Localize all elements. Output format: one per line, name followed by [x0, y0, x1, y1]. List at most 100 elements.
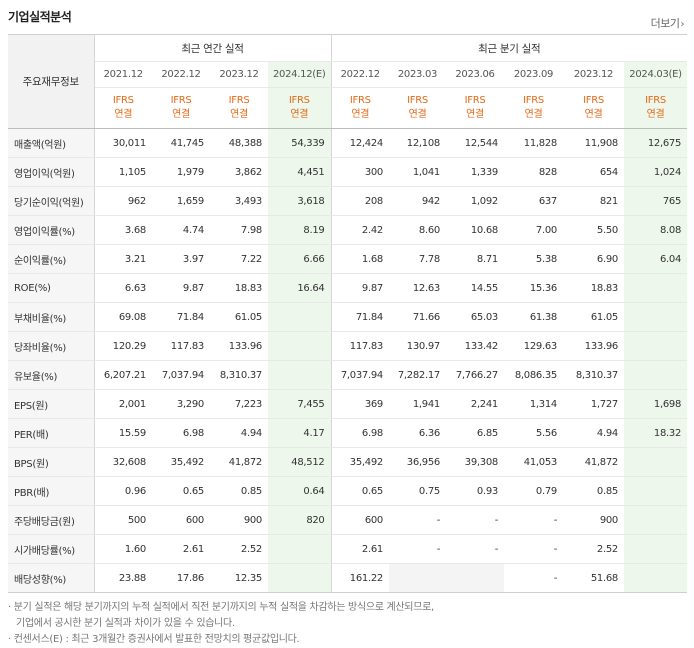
value-cell: 6.66: [268, 244, 332, 274]
value-cell: 0.85: [563, 476, 624, 506]
consolidated-label: 연결: [172, 109, 190, 120]
consolidated-label: 연결: [290, 109, 309, 120]
ifrs-label: IFRS: [349, 95, 371, 106]
more-label: 더보기: [650, 17, 680, 30]
value-cell: 1,698: [624, 389, 688, 419]
value-cell: 7,455: [268, 389, 332, 419]
accounting-standard-header: IFRS 연결: [563, 87, 624, 129]
value-cell: 36,956: [389, 447, 446, 477]
quarter-group-header: 최근 분기 실적: [331, 34, 688, 62]
table-row: 유보율(%) 6,207.21 7,037.94 8,310.37 7,037.94 7,…: [8, 360, 688, 390]
ifrs-label: IFRS: [583, 95, 604, 106]
value-cell: [389, 563, 446, 593]
value-cell: [446, 563, 504, 593]
value-cell: -: [504, 563, 563, 593]
period-header: 2023.12: [210, 61, 268, 88]
consolidated-label: 연결: [584, 109, 603, 120]
ifrs-label: IFRS: [288, 95, 310, 106]
row-label: 주당배당금(원): [8, 505, 95, 535]
table-row: 영업이익률(%) 3.68 4.74 7.98 8.19 2.42 8.60 10.68 7.0…: [8, 215, 688, 245]
value-cell: 208: [331, 186, 389, 216]
value-cell: [624, 360, 688, 390]
table-row: 부채비율(%) 69.08 71.84 61.05 71.84 71.66 65.03 61.…: [8, 302, 688, 332]
value-cell: 1,727: [563, 389, 624, 419]
period-header: 2023.09: [504, 61, 563, 88]
consolidated-label: 연결: [524, 109, 543, 120]
value-cell: 4.94: [210, 418, 268, 448]
value-cell: 0.79: [504, 476, 563, 506]
value-cell: -: [504, 534, 563, 564]
value-cell: 765: [624, 186, 688, 216]
accounting-standard-header: IFRS 연결: [268, 87, 332, 129]
period-header: 2023.06: [446, 61, 504, 88]
value-cell: 30,011: [94, 128, 152, 158]
value-cell: 11,828: [504, 128, 563, 158]
table-row: 매출액(억원) 30,011 41,745 48,388 54,339 12,424 12,…: [8, 128, 688, 158]
value-cell: 133.42: [446, 331, 504, 361]
value-cell: 15.36: [504, 273, 563, 303]
accounting-standard-header: IFRS 연결: [94, 87, 152, 129]
footnote-2: · 컨센서스(E) : 최근 3개월간 증권사에서 발표한 전망치의 평균값입니…: [8, 634, 300, 645]
ifrs-label: IFRS: [228, 95, 250, 106]
more-link[interactable]: 더보기›: [650, 15, 685, 31]
chevron-right-icon: ›: [680, 19, 685, 30]
table-row: 당좌비율(%) 120.29 117.83 133.96 117.83 130.97 133…: [8, 331, 688, 361]
accounting-standard-header: IFRS 연결: [504, 87, 563, 129]
accounting-standard-header: IFRS 연결: [331, 87, 389, 129]
value-cell: [624, 331, 688, 361]
table-row: 시가배당률(%) 1.60 2.61 2.52 2.61- - -2.52: [8, 534, 688, 564]
value-cell: 69.08: [94, 302, 152, 332]
value-cell: 7.98: [210, 215, 268, 245]
value-cell: 7.22: [210, 244, 268, 274]
value-cell: 35,492: [331, 447, 389, 477]
table-row: 순이익률(%) 3.21 3.97 7.22 6.66 1.68 7.78 8.71 5.38 6…: [8, 244, 688, 274]
value-cell: 1,041: [389, 157, 446, 187]
period-header: 2022.12: [331, 61, 389, 88]
value-cell: -: [446, 505, 504, 535]
value-cell: 8.60: [389, 215, 446, 245]
row-label: 배당성향(%): [8, 563, 95, 593]
value-cell: 130.97: [389, 331, 446, 361]
value-cell: [268, 534, 332, 564]
row-label: 순이익률(%): [8, 244, 95, 274]
ifrs-label: IFRS: [645, 95, 666, 106]
value-cell: 600: [331, 505, 389, 535]
row-label: 영업이익(억원): [8, 157, 95, 187]
value-cell: [624, 447, 688, 477]
ifrs-label: IFRS: [464, 95, 486, 106]
financial-summary-table: 주요재무정보 최근 연간 실적 최근 분기 실적 2021.12 2022.12 2…: [8, 34, 688, 593]
value-cell: 120.29: [94, 331, 152, 361]
footnotes: · 분기 실적은 해당 분기까지의 누적 실적에서 직전 분기까지의 누적 실적…: [8, 600, 434, 648]
table-row: 당기순이익(억원) 962 1,659 3,493 3,618 208 942 1,092 63…: [8, 186, 688, 216]
value-cell: 6,207.21: [94, 360, 152, 390]
accounting-standard-header: IFRS 연결: [446, 87, 504, 129]
consolidated-label: 연결: [230, 109, 248, 120]
value-cell: 962: [94, 186, 152, 216]
value-cell: 2.52: [563, 534, 624, 564]
value-cell: 1,314: [504, 389, 563, 419]
value-cell: 54,339: [268, 128, 332, 158]
value-cell: 39,308: [446, 447, 504, 477]
value-cell: 3.97: [152, 244, 210, 274]
table-row: ROE(%) 6.63 9.87 18.83 16.64 9.87 12.63 14.55 15…: [8, 273, 688, 303]
value-cell: 1,092: [446, 186, 504, 216]
value-cell: 71.66: [389, 302, 446, 332]
row-header-label: 주요재무정보: [8, 34, 95, 129]
value-cell: 2.61: [331, 534, 389, 564]
value-cell: 32,608: [94, 447, 152, 477]
value-cell: 7,037.94: [152, 360, 210, 390]
value-cell: 71.84: [331, 302, 389, 332]
value-cell: 23.88: [94, 563, 152, 593]
row-label: 유보율(%): [8, 360, 95, 390]
value-cell: 3.21: [94, 244, 152, 274]
period-header: 2022.12: [152, 61, 210, 88]
value-cell: 6.90: [563, 244, 624, 274]
accounting-standard-header: IFRS 연결: [624, 87, 688, 129]
row-label: EPS(원): [8, 389, 95, 419]
footnote-1-continued: 기업에서 공시한 분기 실적과 차이가 있을 수 있습니다.: [16, 618, 235, 629]
value-cell: [268, 360, 332, 390]
value-cell: 1.60: [94, 534, 152, 564]
value-cell: 6.98: [152, 418, 210, 448]
value-cell: 900: [563, 505, 624, 535]
value-cell: 6.63: [94, 273, 152, 303]
